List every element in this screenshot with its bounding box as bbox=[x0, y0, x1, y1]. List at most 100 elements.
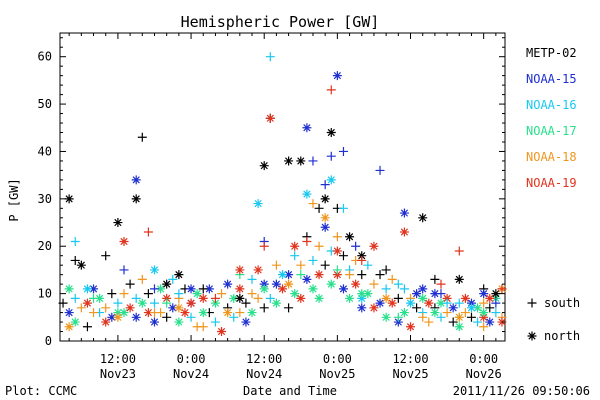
data-point-south bbox=[70, 255, 80, 265]
footer-timestamp: 2011/11/26 09:50:06 bbox=[453, 384, 590, 398]
data-point-north bbox=[113, 218, 123, 228]
data-point-south bbox=[399, 284, 409, 294]
data-point-south bbox=[442, 298, 452, 308]
data-point-north bbox=[320, 194, 330, 204]
data-point-south bbox=[70, 236, 80, 246]
data-point-north bbox=[82, 298, 92, 308]
data-point-north bbox=[149, 317, 159, 327]
x-tick-time: 0:00 bbox=[323, 352, 352, 366]
data-point-north bbox=[235, 284, 245, 294]
legend-entry: NOAA-16 bbox=[526, 98, 577, 112]
data-point-north bbox=[454, 322, 464, 332]
background-cloud bbox=[58, 222, 507, 337]
chart-title: Hemispheric Power [GW] bbox=[181, 13, 380, 31]
data-point-north bbox=[217, 327, 227, 337]
data-point-north bbox=[125, 303, 135, 313]
data-point-north bbox=[180, 308, 190, 318]
data-point-south bbox=[290, 251, 300, 261]
data-point-north bbox=[381, 312, 391, 322]
data-point-north bbox=[284, 279, 294, 289]
data-point-north bbox=[351, 279, 361, 289]
data-point-north bbox=[235, 265, 245, 275]
series-noaa-18 bbox=[64, 199, 507, 332]
data-point-north bbox=[485, 317, 495, 327]
data-point-north bbox=[168, 303, 178, 313]
data-point-south bbox=[89, 308, 99, 318]
data-point-north bbox=[466, 298, 476, 308]
data-point-north bbox=[406, 298, 416, 308]
data-point-south bbox=[119, 289, 129, 299]
data-point-south bbox=[247, 274, 257, 284]
data-point-north bbox=[320, 222, 330, 232]
data-point-south bbox=[320, 260, 330, 270]
data-point-north bbox=[143, 308, 153, 318]
series-metp-02 bbox=[64, 113, 501, 303]
data-point-north bbox=[399, 308, 409, 318]
data-point-south bbox=[387, 274, 397, 284]
data-point-north bbox=[320, 213, 330, 223]
data-point-south bbox=[491, 308, 501, 318]
data-point-north bbox=[357, 303, 367, 313]
data-point-north bbox=[149, 265, 159, 275]
data-point-north bbox=[119, 236, 129, 246]
data-point-south bbox=[363, 260, 373, 270]
data-point-south bbox=[125, 279, 135, 289]
data-point-south bbox=[351, 241, 361, 251]
data-point-north bbox=[448, 303, 458, 313]
data-point-north bbox=[113, 308, 123, 318]
data-point-south bbox=[101, 251, 111, 261]
footer-plot-source: Plot: CCMC bbox=[5, 384, 77, 398]
data-point-north bbox=[101, 317, 111, 327]
data-point-north bbox=[454, 312, 464, 322]
data-point-north bbox=[64, 284, 74, 294]
data-point-south bbox=[448, 317, 458, 327]
data-point-north bbox=[399, 208, 409, 218]
data-point-south bbox=[271, 260, 281, 270]
data-point-north bbox=[430, 289, 440, 299]
y-tick-label: 40 bbox=[38, 144, 52, 158]
data-point-south bbox=[137, 132, 147, 142]
data-point-south bbox=[137, 274, 147, 284]
data-point-south bbox=[479, 298, 489, 308]
data-point-south bbox=[296, 270, 306, 280]
data-point-south bbox=[131, 293, 141, 303]
data-point-south bbox=[430, 274, 440, 284]
data-point-south bbox=[253, 293, 263, 303]
data-point-north bbox=[527, 331, 537, 341]
data-point-north bbox=[491, 289, 501, 299]
legend-entry: NOAA-18 bbox=[526, 150, 577, 164]
data-point-north bbox=[284, 156, 294, 166]
data-point-south bbox=[162, 312, 172, 322]
y-tick-label: 60 bbox=[38, 50, 52, 64]
marker-legend-label: north bbox=[544, 329, 580, 343]
data-point-south bbox=[247, 289, 257, 299]
data-point-north bbox=[491, 293, 501, 303]
x-tick-time: 12:00 bbox=[392, 352, 428, 366]
data-point-north bbox=[174, 303, 184, 313]
data-point-north bbox=[174, 270, 184, 280]
data-point-south bbox=[314, 241, 324, 251]
y-tick-label: 20 bbox=[38, 239, 52, 253]
data-point-north bbox=[284, 270, 294, 280]
data-point-south bbox=[76, 303, 86, 313]
data-point-north bbox=[162, 279, 172, 289]
data-point-north bbox=[204, 284, 214, 294]
data-point-north bbox=[399, 227, 409, 237]
x-axis: 12:00Nov230:00Nov2412:00Nov240:00Nov2512… bbox=[68, 33, 502, 381]
x-tick-date: Nov25 bbox=[392, 367, 428, 381]
marker-legend-label: south bbox=[544, 296, 580, 310]
data-point-south bbox=[485, 303, 495, 313]
data-point-north bbox=[460, 293, 470, 303]
data-point-north bbox=[278, 284, 287, 294]
y-tick-label: 0 bbox=[45, 334, 52, 348]
data-point-south bbox=[82, 322, 92, 332]
data-point-north bbox=[412, 289, 422, 299]
data-point-north bbox=[223, 308, 233, 318]
data-point-south bbox=[338, 146, 348, 156]
data-point-north bbox=[290, 289, 300, 299]
data-point-north bbox=[198, 308, 208, 318]
data-point-north bbox=[259, 161, 269, 171]
data-point-south bbox=[265, 52, 275, 62]
data-point-north bbox=[290, 241, 300, 251]
data-point-south bbox=[345, 270, 355, 280]
